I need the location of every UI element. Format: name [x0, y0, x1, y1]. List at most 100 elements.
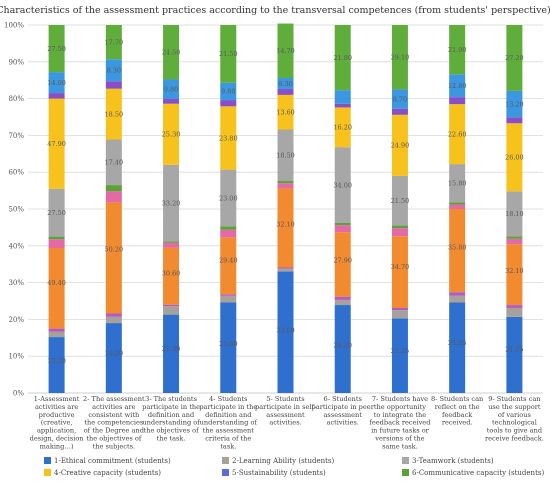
bar-segment [105, 25, 122, 60]
bar-segment [105, 313, 122, 317]
y-tick-label: 50% [8, 206, 24, 214]
data-label: 30.60 [162, 269, 181, 277]
category-label: 6- Students participate in peer assessment… [312, 395, 375, 427]
bar-segment [163, 98, 180, 104]
bar-segment [48, 98, 65, 189]
bar-segment [48, 337, 65, 393]
bar-segment [449, 302, 466, 393]
data-label: 29.40 [219, 257, 238, 265]
data-label: 19.00 [105, 350, 124, 358]
legend-item: 3-Teamwork (students) [402, 457, 494, 465]
bar-segment [105, 88, 122, 140]
bar-segment [391, 89, 408, 109]
y-tick-label: 30% [8, 279, 24, 287]
bar-segment [220, 229, 237, 238]
bar-segment [220, 295, 237, 303]
legend-item: 5-Sustainability (students) [222, 469, 326, 477]
y-tick-label: 90% [8, 58, 24, 66]
category-label: 1-Assessment activities are productive (cre… [30, 395, 85, 450]
data-label: 14.00 [47, 79, 66, 87]
legend-label: 5-Sustainability (students) [232, 469, 326, 477]
legend-label: 2-Learning Ability (students) [232, 457, 335, 465]
data-label: 33.00 [276, 327, 295, 335]
legend-swatch [44, 457, 51, 464]
bar-segment [449, 295, 466, 303]
bar-segment [105, 323, 122, 393]
category-label: 9- Students can use the support of various… [485, 395, 544, 443]
y-tick-label: 10% [8, 353, 24, 361]
bar-segment [105, 202, 122, 314]
bar-segment [334, 296, 351, 300]
bar-segment [506, 123, 523, 192]
data-label: 18.50 [105, 110, 124, 118]
data-label: 32.10 [276, 221, 295, 229]
bar-segment [220, 82, 237, 101]
data-label: 8.30 [107, 67, 121, 75]
y-tick-label: 40% [8, 242, 24, 250]
data-label: 9.80 [221, 88, 235, 96]
legend-label: 3-Teamwork (students) [412, 457, 494, 465]
data-label: 27.50 [47, 209, 66, 217]
bar-segment [163, 242, 180, 248]
bar-segment [506, 305, 523, 308]
data-label: 27.50 [47, 45, 66, 53]
y-tick-label: 60% [8, 169, 24, 177]
bar-segment [449, 104, 466, 165]
bar-segment [163, 247, 180, 305]
bar-segment [163, 241, 180, 243]
category-label: 7- Students have the opportunity to integr… [369, 395, 431, 450]
bar-segment [48, 25, 65, 73]
bar-segment [449, 204, 466, 209]
bar-segment [506, 117, 523, 124]
bar-segment [163, 314, 180, 393]
bar-segment [391, 25, 408, 90]
bar-segment [48, 188, 65, 237]
bar-segment [105, 139, 122, 186]
bar-segment [220, 100, 237, 107]
bar-segment [334, 147, 351, 223]
bar-segment [277, 268, 294, 272]
legend-item: 6-Communicative capacity (students) [402, 469, 544, 477]
bar-segment [449, 74, 466, 98]
data-label: 50.20 [105, 246, 124, 254]
data-label: 35.80 [448, 244, 467, 252]
bar-segment [449, 25, 466, 75]
bar-segment [506, 191, 523, 237]
bar-segment [391, 236, 408, 308]
bar-segment [220, 226, 237, 230]
bar-segment [277, 89, 294, 95]
bar-segment [334, 107, 351, 148]
bar-segment [163, 306, 180, 315]
bar-segment [277, 267, 294, 269]
bar-segment [277, 23, 294, 78]
legend-swatch [402, 457, 409, 464]
bar-segment [220, 294, 237, 296]
bar-segment [163, 304, 180, 307]
bar-segment [48, 236, 65, 240]
data-label: 8.70 [393, 95, 407, 103]
bar-segment [449, 209, 466, 293]
bar-segment [163, 79, 180, 99]
bar-segment [391, 307, 408, 311]
data-label: 9.80 [164, 86, 178, 94]
data-label: 47.90 [47, 140, 66, 148]
data-label: 24.30 [333, 341, 352, 349]
data-label: 21.50 [391, 197, 410, 205]
legend-swatch [44, 469, 51, 476]
bar-segment [48, 239, 65, 249]
data-labels: 15.20 49.40 27.50 47.90 14.00 27.50 19.00 50.20… [47, 38, 523, 365]
bar-segment [391, 114, 408, 176]
legend-swatch [222, 469, 229, 476]
bar-segment [506, 307, 523, 317]
y-axis-ticks: 0% 10% 20% 30% 40% 50% 60% 70% 80% 90% 100% [4, 22, 24, 398]
bar-segment [277, 188, 294, 268]
bar-segment [277, 183, 294, 189]
data-label: 15.20 [47, 357, 66, 365]
data-label: 16.20 [333, 124, 352, 132]
data-label: 26.00 [505, 154, 524, 162]
data-label: 21.50 [219, 50, 238, 58]
bar-segment [391, 318, 408, 393]
legend-label: 1-Ethical commitment (students) [54, 457, 171, 465]
legend-label: 4-Creative capacity (students) [54, 469, 161, 477]
